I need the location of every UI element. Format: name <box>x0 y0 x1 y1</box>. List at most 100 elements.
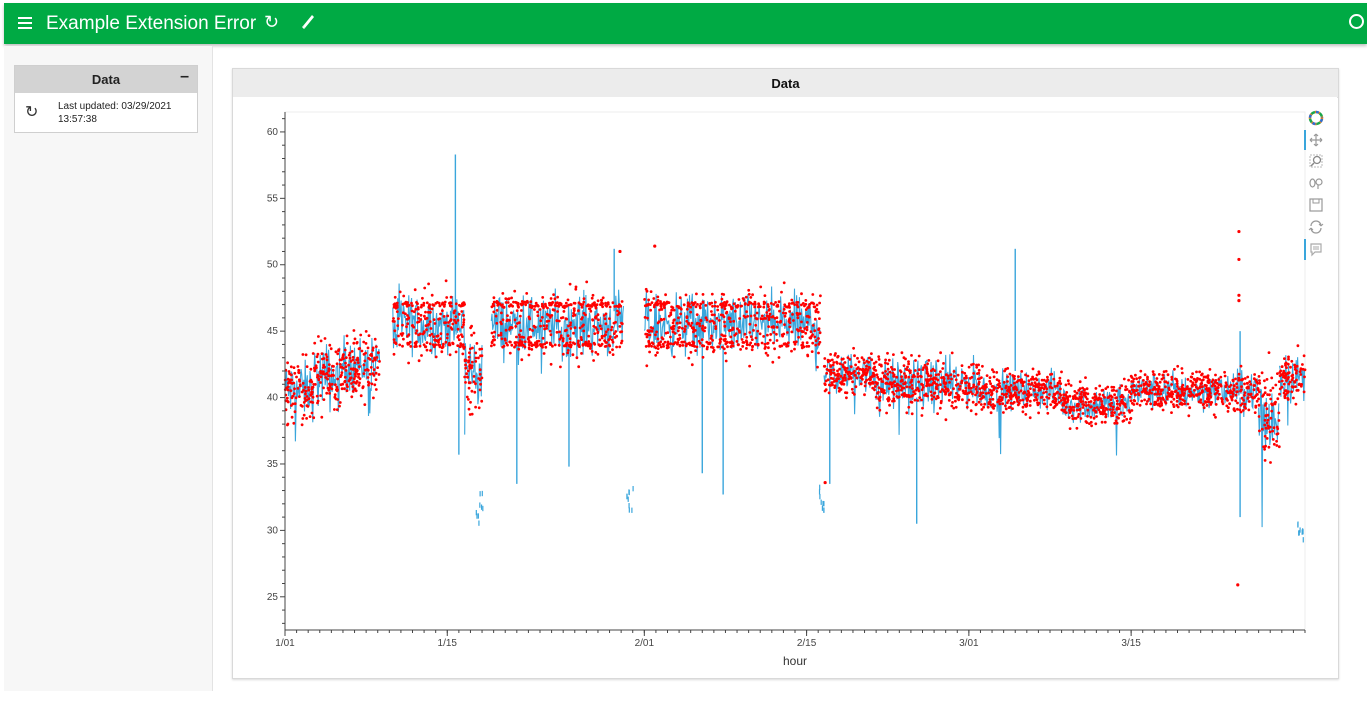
scatter-point <box>662 304 666 308</box>
bokeh-logo-icon[interactable] <box>1308 110 1324 126</box>
scatter-point <box>713 313 716 317</box>
scatter-point <box>1058 379 1062 383</box>
scatter-point <box>988 376 992 379</box>
scatter-point <box>1095 406 1099 409</box>
scatter-point <box>322 386 325 390</box>
scatter-point <box>1253 373 1256 376</box>
scatter-point <box>829 365 833 368</box>
scatter-point <box>969 390 973 394</box>
scatter-point <box>895 375 899 379</box>
scatter-point <box>1068 405 1072 409</box>
scatter-point <box>1220 397 1223 400</box>
pan-tool-icon[interactable] <box>1309 133 1323 147</box>
scatter-point <box>566 298 570 302</box>
scatter-point <box>598 338 602 342</box>
scatter-point <box>756 342 760 346</box>
scatter-point <box>875 406 879 410</box>
edit-pencil-icon[interactable] <box>300 12 316 35</box>
scatter-point <box>1098 393 1102 396</box>
scatter-point <box>466 369 470 373</box>
menu-icon[interactable] <box>18 14 34 34</box>
scatter-point <box>293 410 297 414</box>
scatter-point <box>1084 404 1088 407</box>
scatter-point <box>1042 378 1046 382</box>
save-tool-icon[interactable] <box>1309 198 1323 212</box>
scatter-point <box>701 328 705 332</box>
scatter-point <box>1000 396 1004 400</box>
x-tick-label: 3/01 <box>959 638 979 649</box>
scatter-point <box>741 345 745 348</box>
scatter-point <box>1021 381 1025 385</box>
scatter-point <box>1051 400 1055 404</box>
scatter-point <box>672 327 675 331</box>
scatter-point <box>555 319 559 323</box>
scatter-point <box>1243 393 1246 397</box>
scatter-point <box>1293 380 1296 384</box>
scatter-point <box>1153 373 1156 376</box>
scatter-point <box>793 342 797 346</box>
scatter-point <box>777 300 781 304</box>
scatter-point <box>568 337 572 341</box>
scatter-point <box>767 346 770 350</box>
scatter-point <box>764 317 768 320</box>
scatter-point <box>1120 384 1124 388</box>
scatter-point <box>766 303 770 306</box>
scatter-point <box>951 401 954 404</box>
scatter-point <box>861 377 864 381</box>
refresh-icon[interactable]: ↻ <box>264 12 280 32</box>
scatter-point <box>1159 400 1163 403</box>
scatter-point <box>1025 399 1029 402</box>
scatter-point <box>1193 378 1197 382</box>
scatter-point <box>793 347 796 351</box>
collapse-button[interactable]: – <box>180 68 189 85</box>
scatter-point <box>802 330 805 333</box>
scatter-point <box>1082 403 1086 407</box>
scatter-point <box>655 330 658 334</box>
hover-tool-icon[interactable] <box>1310 243 1322 257</box>
scatter-point <box>695 313 699 316</box>
search-icon[interactable] <box>1349 14 1364 29</box>
scatter-point <box>790 302 794 305</box>
scatter-point <box>339 383 343 387</box>
scatter-point <box>886 362 890 366</box>
scatter-point <box>512 300 515 304</box>
scatter-point <box>1008 372 1012 376</box>
last-updated-date: 03/29/2021 <box>121 101 172 112</box>
scatter-point <box>1252 388 1256 392</box>
reload-data-icon[interactable]: ↻ <box>25 104 39 121</box>
scatter-point <box>1188 390 1191 393</box>
scatter-point <box>1101 393 1105 397</box>
scatter-point <box>967 383 971 387</box>
scatter-point <box>936 396 940 399</box>
scatter-point <box>878 399 882 402</box>
scatter-point <box>1257 375 1261 378</box>
reset-tool-icon[interactable] <box>1308 220 1324 234</box>
y-tick-label: 35 <box>267 459 279 470</box>
scatter-point <box>581 303 585 306</box>
scatter-point <box>1006 401 1009 405</box>
scatter-point <box>753 342 757 346</box>
scatter-point <box>800 292 803 296</box>
scatter-point <box>917 368 921 371</box>
box-zoom-tool-icon[interactable] <box>1309 154 1323 168</box>
scatter-point <box>419 332 422 336</box>
scatter-point <box>1164 369 1168 373</box>
scatter-point <box>775 325 779 329</box>
scatter-point <box>422 330 426 334</box>
scatter-point <box>701 324 705 328</box>
wheel-zoom-tool-icon[interactable] <box>1309 178 1323 189</box>
scatter-point <box>520 300 524 303</box>
scatter-point <box>662 317 666 321</box>
scatter-point <box>887 358 891 362</box>
scatter-point <box>437 317 440 321</box>
scatter-point <box>860 356 864 360</box>
scatter-point <box>301 353 305 356</box>
scatter-point <box>335 385 339 389</box>
scatter-point <box>1265 421 1269 425</box>
scatter-point <box>786 344 790 348</box>
scatter-point <box>916 375 920 379</box>
scatter-point <box>422 304 425 307</box>
scatter-point <box>520 341 524 345</box>
scatter-point <box>647 298 650 302</box>
